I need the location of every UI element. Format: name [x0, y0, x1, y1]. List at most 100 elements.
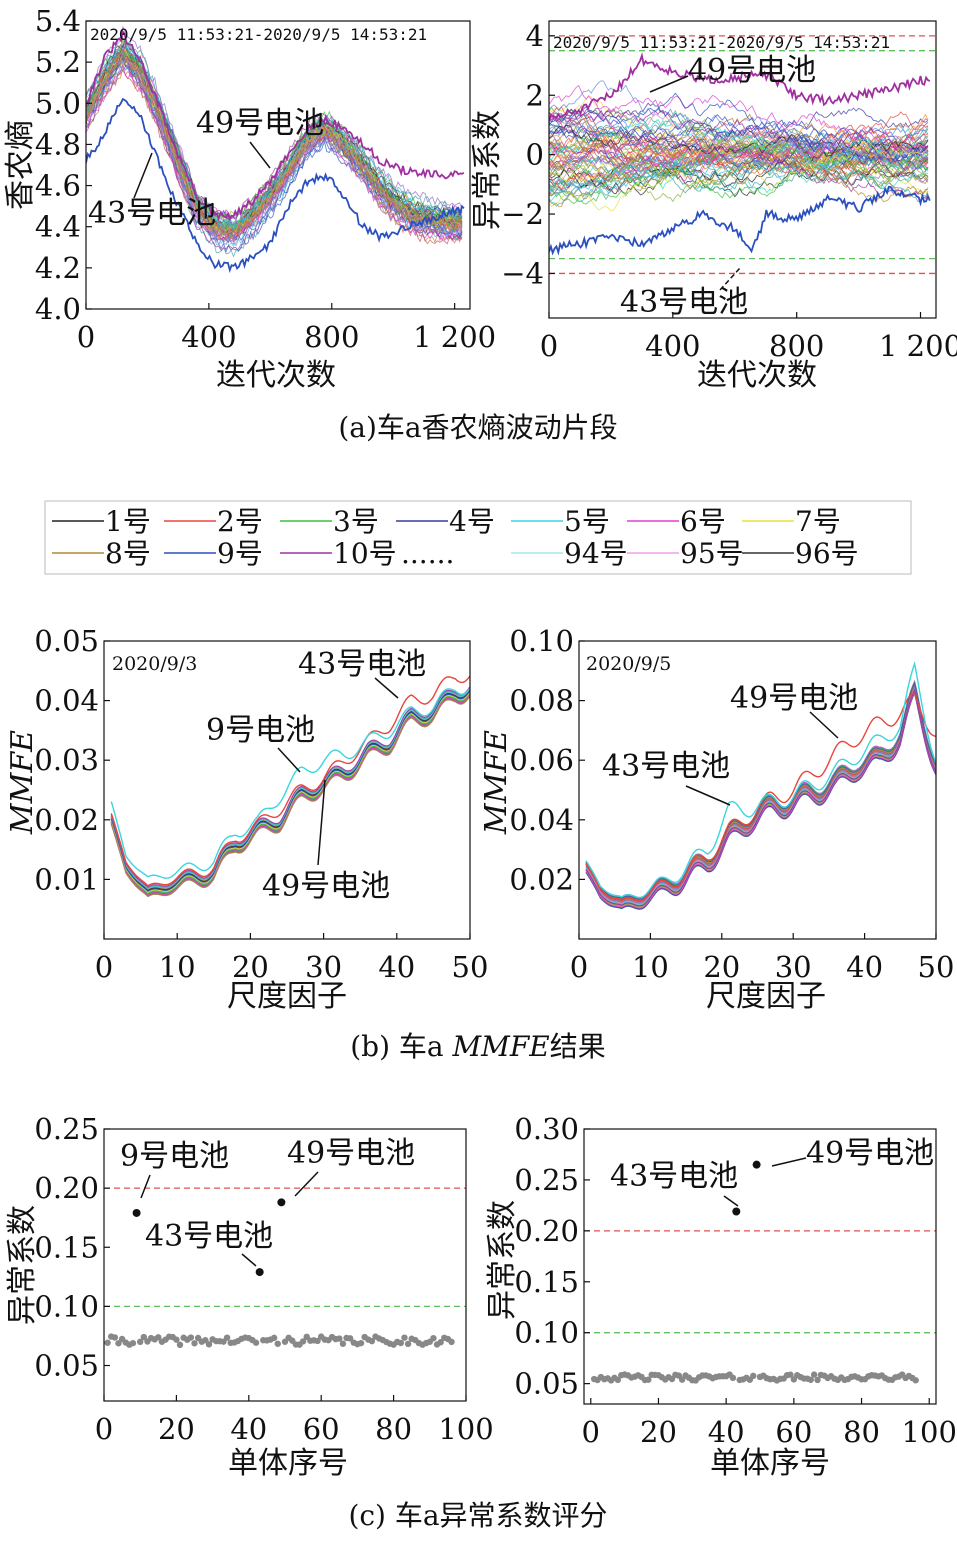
mmfe-series-line	[585, 682, 936, 902]
mmfe-series-line	[585, 683, 936, 902]
mmfe-series-line	[585, 688, 936, 907]
x-tick-label: 800	[769, 329, 824, 363]
annotation-43: 43号电池	[620, 285, 748, 320]
y-tick-label: 4.6	[35, 169, 81, 203]
x-tick-label: 400	[645, 329, 700, 363]
mmfe-series-line	[585, 681, 936, 901]
y-tick-label: 0.25	[34, 1112, 99, 1146]
x-tick-label: 40	[230, 1412, 267, 1446]
highlight-point	[732, 1207, 741, 1216]
battery-series-line	[549, 112, 929, 199]
cell-point	[729, 1374, 737, 1382]
arrow-49	[771, 1157, 807, 1167]
highlight-series-line	[110, 687, 470, 879]
legend-label: 95号	[680, 537, 744, 570]
mmfe-series-line	[585, 683, 936, 903]
chart-c-right: 0 20 40 60 80 100 0.05 0.10 0.15 0.20 0.25 0.30 单体序…	[485, 1112, 957, 1481]
y-tick-label: 5.2	[35, 45, 81, 79]
y-tick-label: 0.04	[34, 684, 99, 718]
date-annotation: 2020/9/3	[112, 653, 197, 675]
x-tick-label: 10	[159, 950, 196, 984]
y-tick-label: 0.05	[514, 1367, 579, 1401]
highlight-series-line	[585, 692, 936, 902]
arrow-49	[317, 779, 326, 866]
x-tick-label: 40	[378, 950, 415, 984]
x-tick-label: 0	[77, 320, 95, 354]
x-axis-label: 尺度因子	[227, 979, 347, 1014]
x-tick-label: 80	[843, 1415, 880, 1449]
x-tick-label: 30	[305, 950, 342, 984]
mmfe-series-line	[585, 681, 936, 900]
annotation-49: 49号电池	[196, 106, 324, 141]
cell-point	[270, 1334, 278, 1342]
highlight-point	[132, 1208, 141, 1217]
cell-point	[191, 1340, 198, 1347]
battery-series-line	[549, 112, 929, 166]
legend-label: 96号	[795, 537, 859, 570]
arrow-43	[374, 677, 399, 699]
chart-a-left: 2020/9/5 11:53:21-2020/9/5 14:53:21 0 400…	[3, 4, 496, 393]
legend-item: 3号	[280, 505, 379, 538]
chart-b-right: 2020/9/5 0 10 20 30 40 50 0.02 0.04 0.06 0.08 0.10…	[479, 624, 954, 1014]
legend-item: 10号	[280, 537, 397, 570]
y-tick-label: 0.15	[34, 1230, 99, 1264]
highlight-series-line	[86, 29, 465, 222]
mmfe-series-line	[585, 681, 936, 901]
arrow-43	[133, 152, 153, 199]
y-axis-label: MMFE	[5, 730, 40, 835]
legend-item: 94号	[511, 537, 628, 570]
battery-series-line	[549, 146, 929, 205]
battery-series-line	[549, 125, 929, 172]
legend-label: 1号	[105, 505, 151, 538]
annotation-43: 43号电池	[610, 1159, 738, 1194]
legend-item: 6号	[627, 505, 726, 538]
legend-item: 4号	[396, 505, 495, 538]
cell-point	[346, 1335, 354, 1342]
legend-label: 2号	[217, 505, 263, 538]
plot-frame	[583, 1128, 937, 1405]
y-tick-label: 0.06	[509, 743, 574, 777]
mmfe-series-line	[585, 682, 936, 902]
y-tick-label: 0.25	[514, 1163, 579, 1197]
annotation-49: 49号电池	[688, 53, 816, 88]
cell-point	[111, 1334, 119, 1341]
y-tick-label: −2	[501, 197, 544, 231]
x-tick-label: 100	[438, 1412, 493, 1446]
battery-series-line	[86, 38, 463, 231]
mmfe-series-line	[585, 689, 936, 909]
chart-a-right: 2020/9/5 11:53:21-2020/9/5 14:53:21 0 400…	[470, 19, 957, 393]
x-axis-label: 尺度因子	[706, 979, 826, 1014]
mmfe-series-line	[585, 683, 936, 903]
legend-ellipsis: ......	[401, 537, 454, 570]
mmfe-series-line	[585, 684, 936, 903]
battery-series-line	[86, 36, 463, 231]
cell-point	[129, 1339, 137, 1347]
y-tick-label: 2	[526, 78, 544, 112]
y-tick-label: 5.4	[35, 4, 81, 38]
y-axis-label: MMFE	[479, 730, 514, 835]
battery-series-line	[549, 154, 929, 208]
x-tick-label: 1 200	[413, 320, 496, 354]
mmfe-series-line	[585, 682, 936, 902]
x-axis-label: 单体序号	[228, 1446, 348, 1481]
y-tick-label: 4.8	[35, 127, 81, 161]
cell-point	[397, 1339, 405, 1347]
legend-label: 5号	[564, 505, 610, 538]
cell-point	[205, 1341, 213, 1348]
cell-point	[155, 1334, 162, 1341]
cell-point	[404, 1340, 412, 1348]
legend-item: 2号	[164, 505, 263, 538]
caption-b: (b) 车a MMFE结果	[350, 1030, 606, 1063]
battery-series-line	[549, 139, 929, 179]
y-tick-label: 0.05	[34, 1349, 99, 1383]
cell-point	[314, 1337, 321, 1345]
legend: 1号 2号 3号 4号 5号 6号 7号 8号 9号 10号...... 94号 95号 96号	[44, 500, 912, 575]
highlight-series-line	[585, 660, 936, 899]
highlight-series-line	[86, 97, 465, 274]
plot-frame	[85, 20, 471, 310]
x-tick-label: 40	[708, 1415, 745, 1449]
mmfe-series-line	[585, 684, 936, 904]
y-tick-label: 0.10	[34, 1289, 99, 1323]
y-tick-label: 0.20	[34, 1171, 99, 1205]
